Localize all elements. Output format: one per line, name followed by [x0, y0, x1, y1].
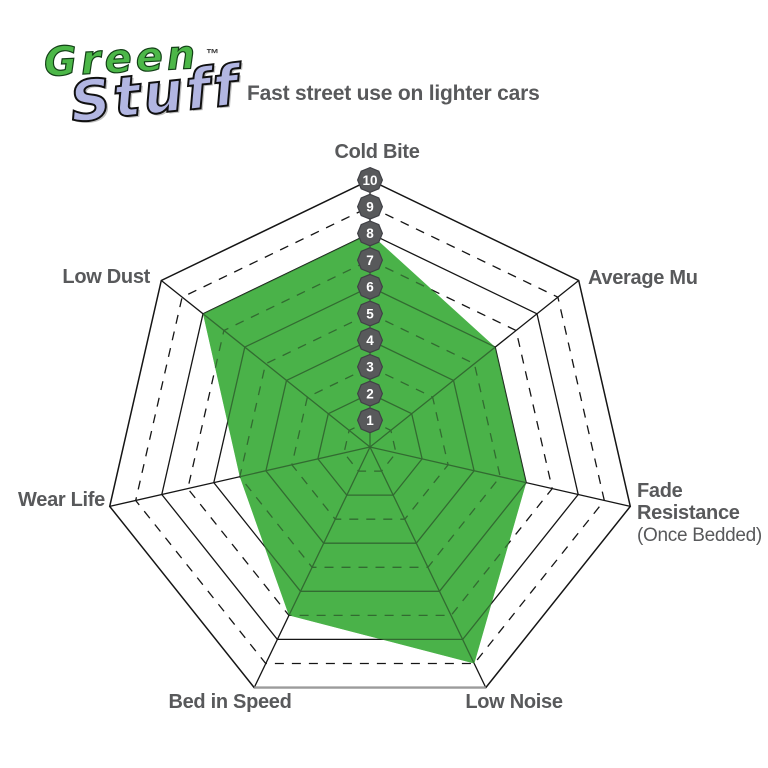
tick-badge-label: 9	[366, 200, 374, 215]
tick-badge-6: 6	[356, 273, 384, 300]
tick-badge-label: 7	[366, 253, 374, 268]
tick-badge-octagon	[356, 327, 384, 354]
tick-badge-3: 3	[356, 353, 384, 380]
scale-tick-badges: 1 2 3 4 5 6 7 8 9 10	[356, 166, 384, 434]
axis-label-low-dust: Low Dust	[62, 266, 150, 288]
tick-badge-octagon	[356, 220, 384, 247]
tick-badge-9: 9	[356, 193, 384, 220]
tick-badge-octagon	[356, 247, 384, 274]
grid-ring-level-9	[134, 205, 606, 665]
tick-badge-label: 6	[366, 280, 374, 295]
grid-ring-level-8	[161, 232, 579, 641]
tick-badge-octagon	[356, 353, 384, 380]
tick-badge-label: 4	[366, 333, 374, 348]
axis-label-cold-bite: Cold Bite	[334, 141, 419, 163]
tick-badge-octagon	[356, 380, 384, 407]
tick-badge-label: 2	[366, 386, 374, 401]
axis-label-wear-life: Wear Life	[18, 489, 105, 511]
axis-label-bed-in-speed: Bed in Speed	[168, 691, 291, 713]
axis-label-fade-resistance: Fade Resistance (Once Bedded)	[637, 480, 762, 546]
tick-badge-10: 10	[356, 166, 384, 194]
tick-badge-5: 5	[356, 300, 384, 327]
axis-label-average-mu: Average Mu	[588, 267, 698, 289]
tick-badge-octagon	[356, 273, 384, 300]
tick-badge-8: 8	[356, 220, 384, 247]
tick-badge-octagon	[356, 193, 384, 220]
tick-badge-octagon	[356, 300, 384, 327]
tick-badge-1: 1	[356, 407, 384, 434]
tick-badge-4: 4	[356, 327, 384, 354]
tick-badge-label: 5	[366, 306, 374, 321]
tick-badge-7: 7	[356, 247, 384, 274]
radar-data-polygon-glaze	[203, 233, 527, 664]
trademark-symbol: ™	[206, 46, 219, 61]
axis-label-low-noise: Low Noise	[465, 691, 562, 713]
tick-badge-label: 8	[366, 226, 374, 241]
tick-badge-label: 3	[366, 360, 374, 375]
tick-badge-label: 1	[366, 413, 374, 428]
tick-badge-2: 2	[356, 380, 384, 407]
tick-badge-octagon	[356, 166, 384, 194]
chart-subtitle: Fast street use on lighter cars	[247, 82, 540, 105]
axis-labels: Cold Bite Average Mu Fade Resistance (Once B…	[18, 141, 762, 713]
tick-badge-label: 10	[362, 173, 377, 188]
tick-badge-octagon	[356, 407, 384, 434]
greenstuff-logo: Green Stuff ™	[0, 0, 244, 150]
